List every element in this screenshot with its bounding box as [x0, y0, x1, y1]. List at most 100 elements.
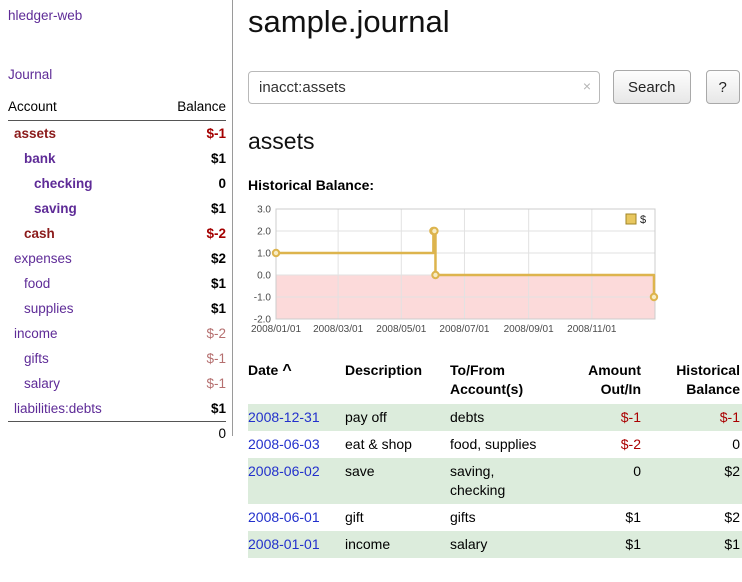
- accounts-header-account: Account: [8, 95, 151, 121]
- account-link[interactable]: expenses: [14, 251, 72, 266]
- transaction-description-cell: save: [345, 458, 450, 504]
- transaction-accounts-cell: food, supplies: [450, 431, 557, 458]
- transaction-description-cell: eat & shop: [345, 431, 450, 458]
- journal-link[interactable]: Journal: [8, 67, 232, 82]
- help-button[interactable]: ?: [706, 70, 740, 104]
- transaction-date-cell: 2008-12-31: [248, 404, 345, 431]
- register-header-date[interactable]: Date^: [248, 359, 345, 404]
- transaction-date-cell: 2008-06-02: [248, 458, 345, 504]
- register-header-balance: Historical Balance: [645, 359, 742, 404]
- svg-text:2008/03/01: 2008/03/01: [313, 324, 363, 335]
- transaction-date-cell: 2008-06-01: [248, 504, 345, 531]
- transaction-date-cell: 2008-06-03: [248, 431, 345, 458]
- svg-text:-1.0: -1.0: [254, 293, 272, 304]
- sidebar: hledger-web Journal Account Balance asse…: [0, 0, 233, 436]
- transaction-description-cell: income: [345, 531, 450, 558]
- app-title-link[interactable]: hledger-web: [8, 8, 232, 23]
- transaction-accounts-cell: salary: [450, 531, 557, 558]
- account-name-cell: bank: [8, 146, 151, 171]
- account-link[interactable]: gifts: [24, 351, 49, 366]
- account-name-cell: cash: [8, 221, 151, 246]
- transaction-amount-cell: $1: [557, 504, 645, 531]
- account-name-cell: food: [8, 271, 151, 296]
- legend-swatch: [626, 214, 636, 224]
- transaction-amount-cell: $-1: [557, 404, 645, 431]
- account-balance: $-2: [151, 321, 226, 346]
- svg-text:2.0: 2.0: [257, 227, 271, 238]
- account-row: assets$-1: [8, 121, 226, 147]
- transaction-amount-cell: $-2: [557, 431, 645, 458]
- accounts-header-row: Account Balance: [8, 95, 226, 121]
- account-link[interactable]: cash: [24, 226, 55, 241]
- chart-title: Historical Balance:: [248, 177, 742, 193]
- search-box: ×: [248, 71, 600, 104]
- transaction-balance-cell: 0: [645, 431, 742, 458]
- search-input[interactable]: [248, 71, 600, 104]
- account-balance: $1: [151, 271, 226, 296]
- account-balance: $-1: [151, 346, 226, 371]
- svg-text:3.0: 3.0: [257, 205, 271, 216]
- register-table: Date^ Description To/From Account(s) Amo…: [248, 359, 742, 558]
- account-name-cell: income: [8, 321, 151, 346]
- account-balance: $1: [151, 146, 226, 171]
- account-link[interactable]: checking: [34, 176, 93, 191]
- main-content: sample.journal × Search ? assets Histori…: [248, 0, 742, 558]
- account-row: supplies $1: [8, 296, 226, 321]
- transaction-accounts-cell: saving, checking: [450, 458, 557, 504]
- transaction-row: 2008-06-02 savesaving, checking0$2: [248, 458, 742, 504]
- account-row: food $1: [8, 271, 226, 296]
- account-balance: $1: [151, 396, 226, 422]
- account-link[interactable]: liabilities:debts: [14, 401, 102, 416]
- transaction-amount-cell: $1: [557, 531, 645, 558]
- account-balance: $-2: [151, 221, 226, 246]
- accounts-total-spacer: [8, 422, 151, 446]
- date-header-label: Date: [248, 362, 278, 378]
- account-balance: $1: [151, 296, 226, 321]
- transaction-balance-cell: $2: [645, 458, 742, 504]
- clear-search-icon[interactable]: ×: [583, 79, 591, 93]
- svg-text:2008/09/01: 2008/09/01: [504, 324, 554, 335]
- transaction-accounts-cell: gifts: [450, 504, 557, 531]
- register-header-row: Date^ Description To/From Account(s) Amo…: [248, 359, 742, 404]
- search-button[interactable]: Search: [613, 70, 691, 104]
- account-link[interactable]: supplies: [24, 301, 74, 316]
- transaction-date-link[interactable]: 2008-12-31: [248, 409, 320, 425]
- account-link[interactable]: income: [14, 326, 58, 341]
- account-name-cell: assets: [8, 121, 151, 147]
- transaction-date-link[interactable]: 2008-01-01: [248, 536, 320, 552]
- register-header-amount: Amount Out/In: [557, 359, 645, 404]
- search-row: × Search ?: [248, 70, 742, 104]
- account-link[interactable]: saving: [34, 201, 77, 216]
- transaction-accounts-cell: debts: [450, 404, 557, 431]
- transaction-amount-cell: 0: [557, 458, 645, 504]
- accounts-table: Account Balance assets$-1bank$1checking0…: [8, 95, 226, 445]
- sort-ascending-icon: ^: [282, 362, 291, 379]
- svg-text:1.0: 1.0: [257, 249, 271, 260]
- account-row: checking0: [8, 171, 226, 196]
- transaction-balance-cell: $-1: [645, 404, 742, 431]
- account-link[interactable]: bank: [24, 151, 56, 166]
- account-heading: assets: [248, 128, 742, 155]
- account-link[interactable]: assets: [14, 126, 56, 141]
- account-row: income $-2: [8, 321, 226, 346]
- account-row: liabilities:debts $1: [8, 396, 226, 422]
- data-point-marker: [651, 294, 657, 300]
- transaction-row: 2008-06-03 eat & shopfood, supplies$-20: [248, 431, 742, 458]
- svg-text:2008/11/01: 2008/11/01: [567, 324, 617, 335]
- account-name-cell: liabilities:debts: [8, 396, 151, 422]
- account-row: expenses$2: [8, 246, 226, 271]
- transaction-date-link[interactable]: 2008-06-01: [248, 509, 320, 525]
- transaction-description-cell: gift: [345, 504, 450, 531]
- account-link[interactable]: food: [24, 276, 50, 291]
- chart-legend: $: [623, 211, 651, 227]
- svg-text:2008/07/01: 2008/07/01: [439, 324, 489, 335]
- transaction-balance-cell: $2: [645, 504, 742, 531]
- account-link[interactable]: salary: [24, 376, 60, 391]
- transaction-date-link[interactable]: 2008-06-03: [248, 436, 320, 452]
- data-point-marker: [432, 272, 438, 278]
- account-name-cell: supplies: [8, 296, 151, 321]
- register-header-description: Description: [345, 359, 450, 404]
- transaction-date-link[interactable]: 2008-06-02: [248, 463, 320, 479]
- account-balance: $1: [151, 196, 226, 221]
- account-row: gifts $-1: [8, 346, 226, 371]
